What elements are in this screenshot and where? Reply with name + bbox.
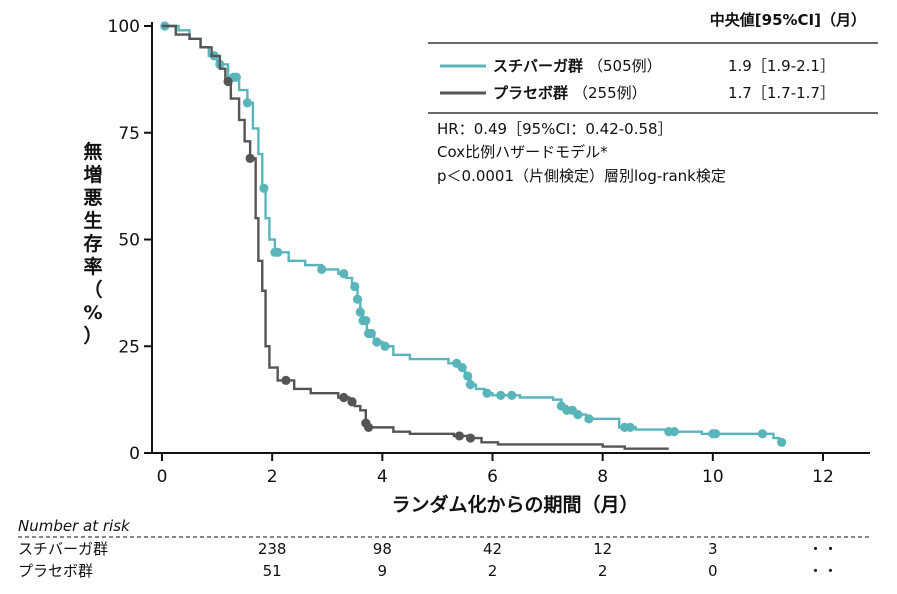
risk-value-placebo: ・・ [808,562,838,580]
legend-n-placebo: （255例） [573,84,647,102]
legend-median-treatment: 1.9［1.9-2.1］ [728,57,835,75]
censor-mark-treatment [352,294,363,304]
risk-table-title: Number at risk [18,517,131,535]
y-tick-label: 50 [118,231,140,251]
risk-value-treatment: 98 [373,540,392,558]
censor-mark-treatment [361,316,371,326]
censor-mark-treatment [710,429,721,439]
censor-mark-treatment [625,422,635,432]
censor-mark-treatment [496,390,506,400]
x-tick-label: 10 [702,467,724,487]
x-tick-label: 8 [597,467,608,487]
risk-value-treatment: 238 [258,540,287,558]
stats-annotation: HR：0.49［95%CI：0.42-0.58］ Cox比例ハザードモデル* p… [437,120,726,185]
legend-label-placebo: プラセボ群 [493,84,568,102]
censor-mark-treatment [259,183,269,193]
censor-mark-treatment [457,363,467,373]
censor-mark-placebo [223,76,233,87]
y-axis-title-char: 生 [83,209,102,232]
y-axis-title-char: 率 [83,255,102,278]
y-tick-label: 100 [108,17,140,37]
y-axis-title-char: 増 [83,163,102,186]
y-axis-title-char: 悪 [83,187,102,209]
risk-value-treatment: 12 [593,540,612,558]
y-axis-title-char: 無 [83,140,102,163]
risk-value-placebo: 9 [378,562,388,580]
censor-mark-treatment [777,437,787,447]
y-axis-title-char: （ [83,278,102,301]
censor-mark-treatment [669,427,679,437]
censor-mark-placebo [347,397,357,407]
censor-mark-treatment [273,247,283,257]
censor-mark-placebo [339,392,349,403]
censor-mark-treatment [507,390,517,400]
y-axis-title-char: ） [83,324,102,347]
censor-mark-treatment [366,328,376,339]
risk-value-placebo: 0 [708,562,718,580]
legend-n-treatment: （505例） [588,57,662,75]
risk-row-label-treatment: スチバーガ群 [18,540,108,558]
series-line-treatment [162,24,781,443]
risk-value-placebo: 2 [598,562,608,580]
y-tick-label: 0 [129,444,140,464]
censor-mark-treatment [463,371,473,381]
x-tick-label: 2 [267,467,278,487]
censor-mark-placebo [465,433,476,443]
stats-hr: HR：0.49［95%CI：0.42-0.58］ [437,120,673,138]
series-layer [160,21,787,450]
censor-mark-placebo [281,375,291,386]
censor-mark-placebo [454,431,465,441]
x-tick-label: 12 [812,467,834,487]
censor-mark-placebo [245,153,255,163]
risk-value-treatment: ・・ [808,540,838,558]
x-tick-label: 4 [377,467,388,487]
censor-mark-treatment [380,341,390,351]
risk-values: 238 98 42 12 3 ・・ 51 9 2 2 0 ・・ [258,540,838,580]
x-tick-label: 6 [487,467,498,487]
legend: 中央値[95%CI]（月） スチバーガ群 （505例） 1.9［1.9-2.1］… [428,11,878,114]
x-tick-label: 0 [157,467,168,487]
risk-value-placebo: 51 [263,562,282,580]
censor-mark-treatment [242,98,252,108]
stats-cox: Cox比例ハザードモデル* [437,143,608,161]
y-tick-label: 75 [118,124,140,144]
censor-mark-treatment [757,429,768,439]
y-ticks: 0 25 50 75 100 [108,17,152,464]
legend-median-placebo: 1.7［1.7-1.7］ [728,84,835,102]
censor-mark-placebo [363,422,374,432]
legend-label-treatment: スチバーガ群 [493,57,583,75]
censor-mark-treatment [482,388,492,398]
risk-value-placebo: 2 [488,562,498,580]
y-tick-label: 25 [118,337,140,357]
risk-row-label-placebo: プラセボ群 [18,562,93,580]
censor-mark-treatment [584,414,594,424]
risk-table: Number at risk スチバーガ群 プラセボ群 238 98 42 12 3 ・・… [18,517,872,580]
censor-mark-treatment [231,72,241,82]
censor-mark-treatment [355,307,365,317]
censor-mark-treatment [465,380,476,390]
censor-mark-treatment [573,409,583,420]
censor-mark-treatment [339,269,349,279]
x-ticks: 0 2 4 6 8 10 12 [157,453,834,487]
x-axis-title: ランダム化からの期間（月） [391,493,638,516]
censor-mark-treatment [372,337,382,347]
risk-value-treatment: 42 [483,540,502,558]
legend-header: 中央値[95%CI]（月） [710,11,866,29]
censor-mark-treatment [317,264,327,274]
stats-pvalue: p＜0.0001（片側検定）層別log-rank検定 [437,167,726,185]
y-axis-title-char: % [83,302,102,324]
risk-value-treatment: 3 [708,540,718,558]
y-axis-title-char: 存 [83,232,102,255]
censor-mark-treatment [350,281,360,292]
